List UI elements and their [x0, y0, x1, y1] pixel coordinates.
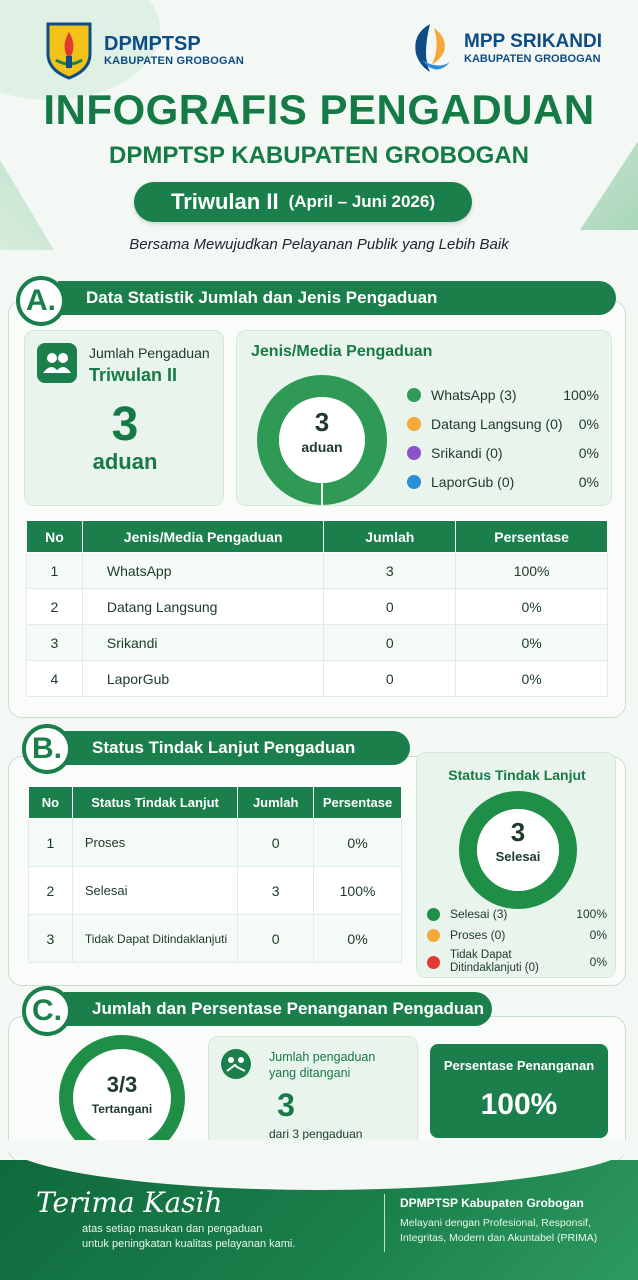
ring-label: Tertangani [91, 1102, 153, 1116]
table-row: 3 Srikandi 0 0% [26, 624, 608, 661]
handled-value: 3 [277, 1087, 295, 1123]
handled-of: dari 3 pengaduan [269, 1127, 363, 1141]
table-row: 2 Datang Langsung 0 0% [26, 588, 608, 625]
proses-dot-icon [427, 928, 440, 942]
table-row: 1 WhatsApp 3 100% [26, 552, 608, 589]
tagline: Bersama Mewujudkan Pelayanan Publik yang… [129, 236, 509, 253]
users-icon [37, 343, 77, 383]
section-c-badge: C. [22, 986, 72, 1036]
table-row: 2 Selesai 3 100% [28, 866, 402, 915]
status-table: No Status Tindak Lanjut Jumlah Persentas… [28, 786, 402, 963]
section-c-title: Jumlah dan Persentase Penanganan Pengadu… [64, 992, 492, 1026]
table-row: 3 Tidak Dapat Ditindaklanjuti 0 0% [28, 914, 402, 963]
dpmptsp-logo: DPMPTSP KABUPATEN GROBOGAN [44, 20, 244, 80]
table-header: Jenis/Media Pengaduan [81, 520, 325, 553]
footer-divider [384, 1194, 385, 1252]
handled-label: Jumlah pengaduan yang ditangani [269, 1050, 376, 1080]
table-header: No [26, 520, 83, 553]
handshake-icon [221, 1049, 251, 1079]
handled-card: Jumlah pengaduan yang ditangani 3 dari 3 … [208, 1036, 418, 1154]
percentage-label: Persentase Penanganan [443, 1058, 595, 1073]
datang-langsung-dot-icon [407, 417, 421, 431]
total-unit: aduan [92, 449, 158, 474]
legend-pct: 100% [576, 907, 607, 921]
section-b-title: Status Tindak Lanjut Pengaduan [64, 731, 410, 765]
ring-value: 3/3 [106, 1072, 138, 1097]
legend-item: WhatsApp (3) [407, 387, 517, 403]
media-table: No Jenis/Media Pengaduan Jumlah Persenta… [26, 520, 608, 697]
org-name: DPMPTSP [104, 33, 201, 55]
media-donut-title: Jenis/Media Pengaduan [251, 343, 433, 360]
thanks-heading: Terima Kasih [36, 1186, 223, 1219]
legend-pct: 0% [578, 416, 599, 432]
table-header: Status Tindak Lanjut [71, 786, 239, 819]
mpp-srikandi-logo: MPP SRIKANDI KABUPATEN GROBOGAN [408, 20, 602, 76]
table-header: Persentase [313, 786, 402, 819]
selesai-dot-icon [427, 907, 440, 921]
legend-item: Datang Langsung (0) [407, 416, 563, 432]
thanks-text: atas setiap masukan dan pengaduan untuk p… [82, 1223, 296, 1250]
media-donut-unit: aduan [301, 439, 343, 455]
table-row: 4 LaporGub 0 0% [26, 660, 608, 697]
mpp-name: MPP SRIKANDI [464, 31, 602, 52]
legend-item: Selesai (3) [427, 907, 507, 921]
media-donut-card: Jenis/Media Pengaduan 3 aduan WhatsApp (… [236, 330, 612, 506]
tidak-dapat-dot-icon [427, 955, 440, 969]
table-header: No [28, 786, 73, 819]
whatsapp-dot-icon [407, 388, 421, 402]
status-donut-card: Status Tindak Lanjut 3 Selesai Selesai (… [416, 752, 616, 978]
legend-pct: 0% [578, 474, 599, 490]
total-complaints-card: Jumlah Pengaduan Triwulan II 3 aduan [24, 330, 224, 506]
legend-item: Proses (0) [427, 928, 505, 942]
legend-pct: 0% [589, 928, 607, 942]
quarter-label: Triwulan II [170, 189, 279, 214]
status-donut-unit: Selesai [495, 849, 541, 864]
legend-pct: 0% [589, 955, 607, 969]
laporgub-dot-icon [407, 475, 421, 489]
status-donut-title: Status Tindak Lanjut [448, 767, 586, 783]
table-header: Jumlah [237, 786, 315, 819]
legend-item: Srikandi (0) [407, 445, 503, 461]
total-period: Triwulan II [89, 365, 178, 385]
legend-pct: 100% [563, 387, 599, 403]
grobogan-shield-icon [46, 22, 92, 80]
date-range: (April – Juni 2026) [288, 192, 435, 211]
section-b-badge: B. [22, 724, 72, 774]
media-donut-value: 3 [314, 407, 330, 437]
section-a-title: Data Statistik Jumlah dan Jenis Pengadua… [58, 281, 616, 315]
status-donut-chart [459, 791, 577, 909]
legend-item: LaporGub (0) [407, 474, 514, 490]
period-badge: Triwulan II (April – Juni 2026) [134, 182, 472, 222]
table-header: Persentase [455, 520, 608, 553]
footer-org: DPMPTSP Kabupaten Grobogan [400, 1196, 584, 1210]
legend-item: Tidak Dapat Ditindaklanjuti (0) [427, 949, 539, 975]
srikandi-dot-icon [407, 446, 421, 460]
table-header: Jumlah [323, 520, 457, 553]
footer-description: Melayani dengan Profesional, Responsif, I… [400, 1217, 598, 1244]
legend-pct: 0% [578, 445, 599, 461]
status-donut-value: 3 [510, 817, 526, 847]
percentage-card: Persentase Penanganan 100% [430, 1044, 608, 1138]
mpp-subtitle: KABUPATEN GROBOGAN [464, 53, 601, 65]
total-value: 3 [111, 398, 139, 451]
page-subtitle: DPMPTSP KABUPATEN GROBOGAN [108, 142, 530, 169]
section-a-badge: A. [16, 276, 66, 326]
table-row: 1 Proses 0 0% [28, 818, 402, 867]
percentage-value: 100% [480, 1088, 558, 1121]
total-label: Jumlah Pengaduan [89, 345, 210, 361]
page-title: INFOGRAFIS PENGADUAN [43, 86, 595, 133]
media-donut-chart [257, 375, 387, 505]
org-subtitle: KABUPATEN GROBOGAN [104, 55, 245, 67]
mpp-leaf-icon [415, 24, 451, 72]
